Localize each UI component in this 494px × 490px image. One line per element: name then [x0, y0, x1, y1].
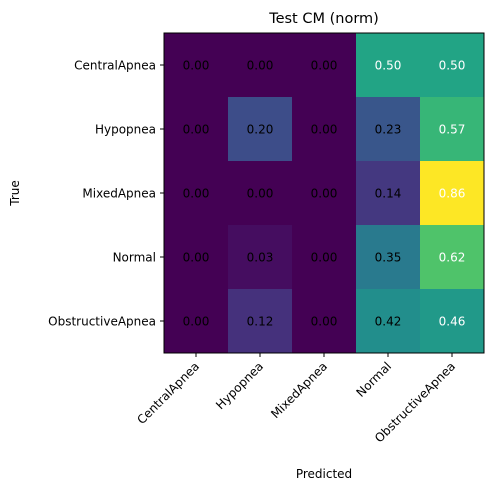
cell-value-label: 0.62	[439, 251, 466, 265]
heatmap-cell	[420, 289, 485, 354]
y-tick-label: ObstructiveApnea	[48, 315, 156, 329]
cell-value-label: 0.00	[183, 187, 210, 201]
cell-value-label: 0.00	[311, 59, 338, 73]
heatmap-value-labels: 0.00 0.00 0.00 0.50 0.50 0.00 0.20 0.00 0.23 0.57…	[183, 59, 466, 329]
cell-value-label: 0.50	[439, 59, 466, 73]
heatmap-cell	[292, 225, 357, 290]
y-axis-label: True	[8, 180, 22, 207]
heatmap-cell	[356, 225, 421, 290]
y-axis-ticks: CentralApnea Hypopnea MixedApnea Normal Obst…	[48, 59, 164, 329]
heatmap-cell	[292, 161, 357, 226]
heatmap-cell	[164, 225, 229, 290]
x-axis-label: Predicted	[296, 467, 352, 481]
cell-value-label: 0.00	[247, 59, 274, 73]
cell-value-label: 0.46	[439, 315, 466, 329]
heatmap-cell	[420, 97, 485, 162]
cell-value-label: 0.12	[247, 315, 274, 329]
y-tick-label: CentralApnea	[74, 59, 156, 73]
cell-value-label: 0.00	[183, 123, 210, 137]
heatmap-cell	[356, 33, 421, 98]
heatmap-cell	[228, 97, 293, 162]
y-tick-label: Normal	[113, 251, 156, 265]
cell-value-label: 0.00	[311, 187, 338, 201]
heatmap-cell	[420, 225, 485, 290]
chart-title: Test CM (norm)	[268, 11, 379, 27]
heatmap-cell	[420, 33, 485, 98]
heatmap-cells	[164, 33, 485, 354]
heatmap-cell	[164, 161, 229, 226]
heatmap-cell	[164, 97, 229, 162]
cell-value-label: 0.00	[311, 251, 338, 265]
cell-value-label: 0.42	[375, 315, 402, 329]
heatmap-cell	[292, 33, 357, 98]
y-tick-label: Hypopnea	[95, 123, 156, 137]
cell-value-label: 0.00	[183, 59, 210, 73]
cell-value-label: 0.00	[311, 123, 338, 137]
cell-value-label: 0.03	[247, 251, 274, 265]
heatmap-cell	[228, 161, 293, 226]
heatmap-cell	[356, 289, 421, 354]
heatmap-cell	[164, 33, 229, 98]
cell-value-label: 0.35	[375, 251, 402, 265]
heatmap-cell	[356, 97, 421, 162]
cell-value-label: 0.86	[439, 187, 466, 201]
heatmap-cell	[228, 33, 293, 98]
heatmap-cell	[292, 289, 357, 354]
cell-value-label: 0.00	[183, 251, 210, 265]
cell-value-label: 0.00	[247, 187, 274, 201]
cell-value-label: 0.00	[311, 315, 338, 329]
heatmap-cell	[292, 97, 357, 162]
cell-value-label: 0.14	[375, 187, 402, 201]
cell-value-label: 0.23	[375, 123, 402, 137]
heatmap-cell	[228, 225, 293, 290]
cell-value-label: 0.57	[439, 123, 466, 137]
cell-value-label: 0.20	[247, 123, 274, 137]
heatmap-cell	[420, 161, 485, 226]
y-tick-label: MixedApnea	[82, 187, 156, 201]
heatmap-cell	[164, 289, 229, 354]
cell-value-label: 0.50	[375, 59, 402, 73]
heatmap-cell	[228, 289, 293, 354]
cell-value-label: 0.00	[183, 315, 210, 329]
heatmap-cell	[356, 161, 421, 226]
